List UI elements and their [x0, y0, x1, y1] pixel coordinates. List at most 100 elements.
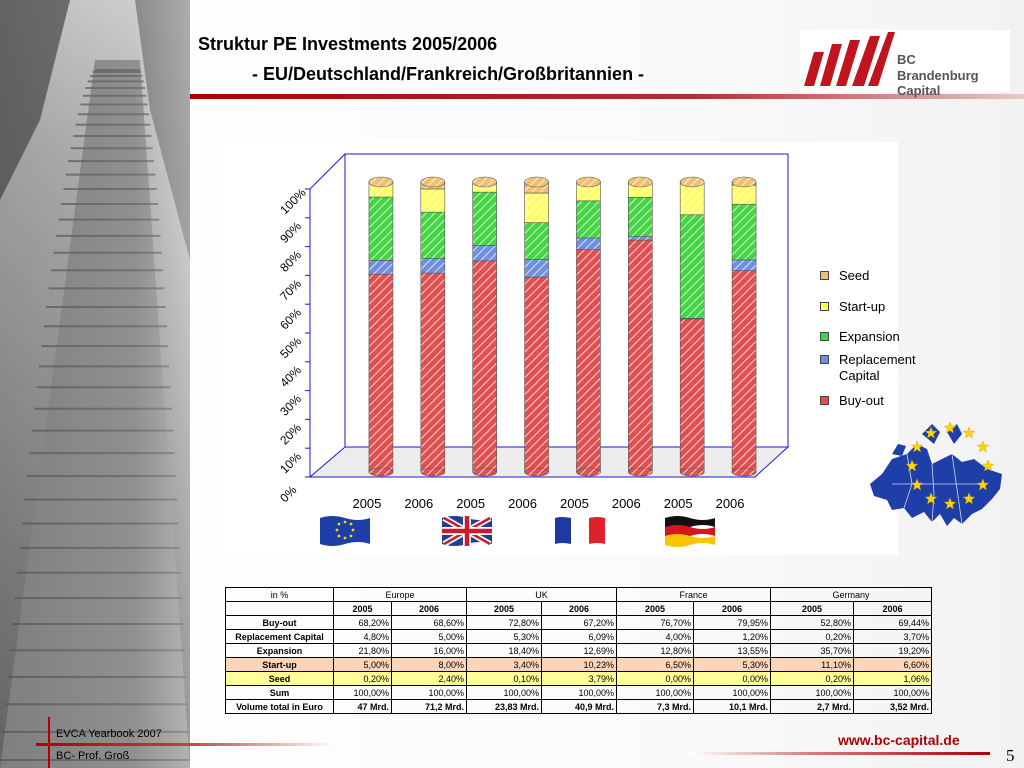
bar-segment-expansion	[731, 203, 757, 261]
bar-segment-expansion	[472, 191, 497, 246]
footer-url-link[interactable]: www.bc-capital.de	[838, 732, 960, 748]
chart-panel	[225, 142, 898, 555]
y-tick-label: 70%	[277, 276, 304, 303]
legend-item-expansion: Expansion	[820, 329, 934, 345]
table-group-header: Germany	[770, 587, 933, 602]
table-row-label: Sum	[225, 685, 334, 700]
table-cell: 68,60%	[391, 615, 467, 630]
europe-map-icon	[870, 421, 1002, 526]
table-cell: 5,30%	[466, 629, 542, 644]
bar-segment-buy-out	[576, 249, 601, 473]
table-year-header: 2006	[693, 601, 772, 616]
bar-segment-expansion	[679, 214, 705, 319]
bar-segment-replacement-capital	[628, 236, 653, 241]
table-row-label: Seed	[225, 671, 334, 686]
table-group-header: Europe	[333, 587, 467, 602]
table-group-header: UK	[465, 587, 618, 602]
table-cell: 21,80%	[333, 643, 392, 658]
table-row: Replacement Capital 4,80% 5,00% 5,30% 6,09% 4…	[225, 629, 933, 644]
bar-segment-buy-out	[628, 239, 653, 473]
legend-item-buy-out: Buy-out	[820, 393, 934, 409]
footer-author: BC- Prof. Groß	[56, 750, 130, 762]
table-cell: 18,40%	[466, 643, 542, 658]
y-tick-label: 30%	[277, 392, 304, 419]
x-category-label: 2005	[560, 496, 589, 511]
data-table: in % Europe UK France Germany 2005 2006 2005 200…	[225, 587, 933, 714]
table-cell: 8,00%	[391, 657, 467, 672]
table-corner-cell: in %	[225, 587, 334, 602]
table-cell: 68,20%	[333, 615, 392, 630]
legend-swatch	[820, 396, 829, 405]
germany-flag-icon	[665, 514, 715, 548]
bar-cap-top	[576, 176, 601, 188]
table-year-header: 2005	[466, 601, 542, 616]
bar-segment-buy-out	[420, 272, 446, 473]
bar-segment-buy-out	[679, 318, 705, 473]
table-row-label: Start-up	[225, 657, 334, 672]
table-cell: 69,44%	[853, 615, 933, 630]
stacked-bar-chart: 0% 10%20%30%40%50%60%70%80%90%100% 2005 20…	[277, 153, 790, 511]
table-cell: 11,10%	[770, 657, 855, 672]
table-cell: 6,50%	[616, 657, 695, 672]
table-row-label: Replacement Capital	[225, 629, 334, 644]
legend-item-replacement-capital: Replacement Capital	[820, 352, 934, 384]
legend-label: Seed	[839, 268, 870, 283]
table-row: Volume total in Euro 47 Mrd. 71,2 Mrd. 23,8…	[225, 699, 933, 714]
table-cell: 0,00%	[693, 671, 772, 686]
table-cell: 3,40%	[466, 657, 542, 672]
bc-logo	[800, 30, 1010, 92]
table-cell: 71,2 Mrd.	[391, 699, 467, 714]
x-category-label: 2006	[716, 496, 745, 511]
table-cell: 3,70%	[853, 629, 933, 644]
footer-rule-left	[36, 743, 336, 746]
bar-segment-expansion	[368, 196, 394, 261]
footer-source: EVCA Yearbook 2007	[56, 728, 162, 740]
bar-cap-bottom	[628, 467, 653, 477]
legend-label: Replacement Capital	[839, 352, 916, 383]
table-year-header: 2005	[770, 601, 855, 616]
table-cell: 12,69%	[540, 643, 618, 658]
table-year-header: 2006	[540, 601, 618, 616]
table-cell: 79,95%	[693, 615, 772, 630]
table-cell: 7,3 Mrd.	[616, 699, 695, 714]
bar-segment-replacement-capital	[576, 237, 601, 250]
table-cell: 0,00%	[616, 671, 695, 686]
legend-swatch	[820, 271, 829, 280]
table-row-label: Buy-out	[225, 615, 334, 630]
bar-segment-replacement-capital	[524, 259, 549, 278]
bar-segment-replacement-capital	[368, 260, 394, 275]
footer-vertical-rule	[48, 717, 50, 768]
table-cell: 16,00%	[391, 643, 467, 658]
slide-title: Struktur PE Investments 2005/2006	[198, 34, 498, 54]
x-category-label: 2006	[404, 496, 433, 511]
y-tick-label: 90%	[277, 219, 304, 246]
table-cell: 100,00%	[693, 685, 772, 700]
table-cell: 4,00%	[616, 629, 695, 644]
bar-cap-bottom	[472, 467, 497, 477]
table-cell: 2,7 Mrd.	[770, 699, 855, 714]
page-number: 5	[1006, 746, 1015, 765]
bc-logo-bars-icon	[804, 32, 895, 86]
bar-segment-buy-out	[472, 260, 497, 473]
bar-segment-buy-out	[524, 276, 549, 473]
bar-cap-top	[524, 176, 549, 188]
bar-cap-top	[472, 176, 497, 188]
table-cell: 3,79%	[540, 671, 618, 686]
table-cell: 100,00%	[770, 685, 855, 700]
table-cell: 5,30%	[693, 657, 772, 672]
table-cell: 100,00%	[466, 685, 542, 700]
table-cell: 2,40%	[391, 671, 467, 686]
bar-segment-replacement-capital	[472, 245, 497, 262]
slide-subtitle: - EU/Deutschland/Frankreich/Großbritanni…	[252, 64, 645, 84]
header-rule	[190, 94, 1024, 99]
table-row: Start-up 5,00% 8,00% 3,40% 10,23% 6,50% 5,30% 1…	[225, 657, 933, 672]
bar-cap-top	[628, 176, 653, 188]
bar-segment-start-up	[420, 188, 446, 213]
table-row: Seed 0,20% 2,40% 0,10% 3,79% 0,00% 0,00% 0,20% 1…	[225, 671, 933, 686]
table-row: Buy-out 68,20% 68,60% 72,80% 67,20% 76,70% 79,…	[225, 615, 933, 630]
france-flag-icon	[555, 514, 605, 548]
table-cell: 6,60%	[853, 657, 933, 672]
y-tick-label: 60%	[277, 305, 304, 332]
x-category-label: 2005	[664, 496, 693, 511]
bar-segment-start-up	[524, 192, 549, 223]
